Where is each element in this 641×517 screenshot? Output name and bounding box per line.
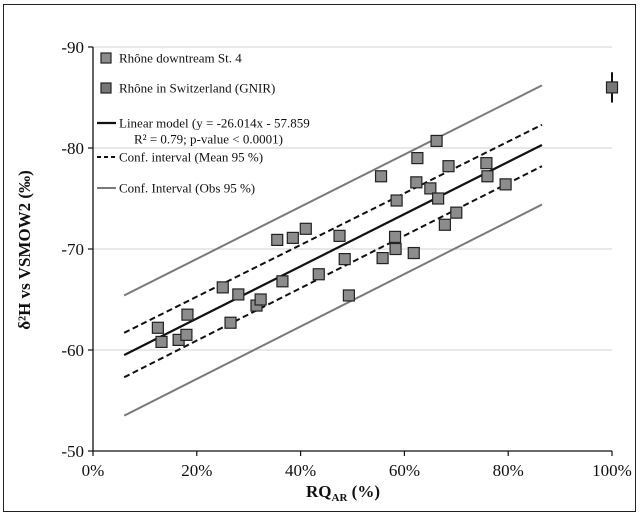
legend-label-4: Conf. interval (Mean 95 %) [119,150,263,165]
x-axis-title-main: RQ [306,482,332,501]
marker-st4-19 [376,251,389,265]
marker-st4-23 [407,246,420,260]
x-axis-title: RQAR (%) [306,482,380,504]
x-tick-label-5: 100% [592,461,632,480]
marker-st4-29 [438,218,451,231]
legend-swatch-0 [100,52,112,64]
marker-st4-10 [271,233,284,247]
fit-line-4 [123,203,543,417]
fit-line-0 [123,143,543,357]
marker-st4-14 [312,268,325,281]
y-tick-label-3: -60 [61,341,84,360]
marker-st4-7 [232,288,245,301]
marker-st4-20 [388,230,402,243]
marker-st4-31 [450,206,463,219]
marker-st4-3 [180,328,193,341]
marker-st4-33 [481,170,494,183]
marker-st4-15 [333,229,346,242]
legend-label-5: Conf. Interval (Obs 95 %) [119,181,255,196]
marker-st4-0 [151,321,164,334]
marker-st4-4 [181,308,194,321]
marker-st4-17 [342,289,355,302]
legend-label-2: Linear model (y = -26.014x - 57.859 [119,116,310,131]
marker-st4-11 [276,275,289,288]
legend: Rhône downtream St. 4 Rhône in Switzerlan… [97,51,310,196]
axes [88,46,613,456]
marker-st4-9 [254,293,267,306]
marker-st4-28 [432,192,445,205]
marker-st4-21 [389,242,402,256]
fit-line-1 [123,123,543,334]
y-tick-label-2: -70 [61,240,84,259]
x-tick-label-2: 40% [285,461,316,480]
marker-gnir-0 [605,81,619,94]
x-tick-label-4: 80% [493,461,524,480]
marker-st4-1 [155,335,168,349]
x-tick-label-3: 60% [389,461,420,480]
fit-line-2 [123,165,543,379]
marker-st4-12 [286,231,299,244]
marker-st4-16 [338,253,351,266]
legend-swatch-1 [100,82,112,94]
grid-lines [93,46,612,351]
tick-labels: -90 -80 -70 -60 -500% 20% 40% 60% 80% 100% [61,38,632,480]
x-tick-label-1: 20% [181,461,212,480]
legend-label-3: R² = 0.79; p-value < 0.0001) [134,132,283,147]
y-tick-label-4: -50 [61,442,84,461]
marker-st4-27 [430,134,443,148]
marker-st4-30 [442,160,455,173]
marker-st4-26 [424,182,437,195]
marker-st4-25 [411,152,424,165]
marker-st4-6 [224,316,237,329]
marker-st4-32 [480,157,493,170]
legend-label-1: Rhône in Switzerland (GNIR) [119,81,275,96]
y-axis-title: δ²H vs VSMOW2 (‰) [15,170,34,330]
marker-st4-13 [299,222,312,235]
data-markers [151,72,619,349]
x-tick-label-0: 0% [82,461,105,480]
marker-st4-22 [390,194,403,207]
marker-st4-24 [410,176,423,189]
y-tick-label-1: -80 [61,139,84,158]
marker-st4-5 [216,281,229,294]
marker-st4-18 [374,170,388,183]
x-axis-title-subscript: AR [332,492,349,504]
fit-lines [123,84,543,417]
x-axis-title-unit: (%) [347,482,380,501]
legend-label-0: Rhône downtream St. 4 [119,51,242,66]
fit-line-3 [123,84,543,297]
y-tick-label-0: -90 [61,38,84,57]
marker-st4-34 [499,178,512,191]
